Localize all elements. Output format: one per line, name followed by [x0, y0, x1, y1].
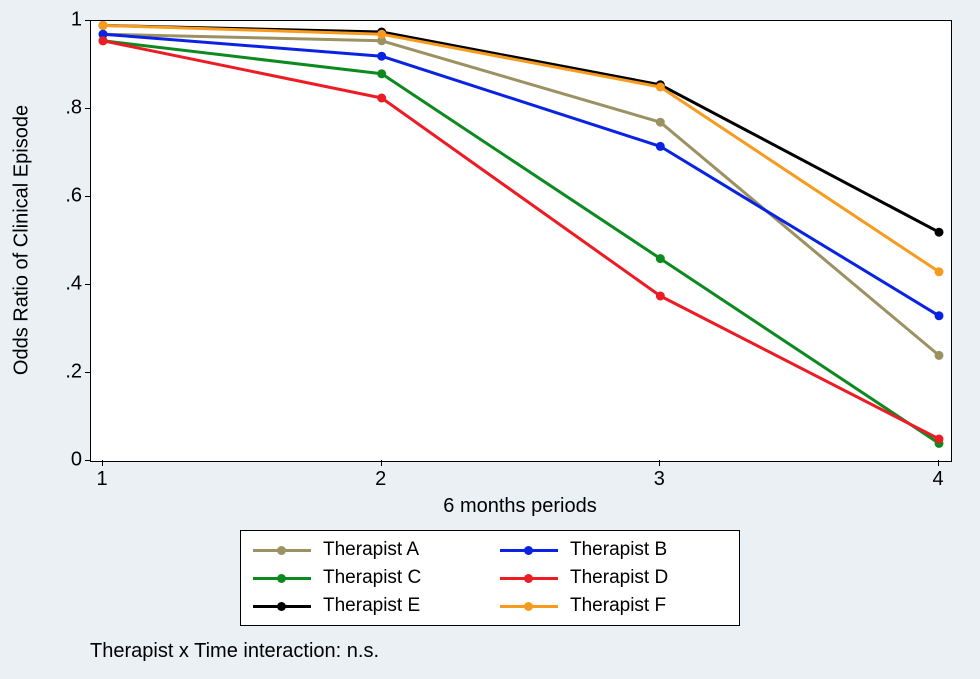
- series-marker: [656, 118, 665, 127]
- series-marker: [935, 311, 944, 320]
- legend-marker: [524, 546, 533, 555]
- y-tick-label: .2: [65, 361, 82, 384]
- y-tick-label: .6: [65, 185, 82, 208]
- x-tick-label: 4: [932, 468, 943, 491]
- series-marker: [377, 30, 386, 39]
- series-marker: [935, 228, 944, 237]
- legend-label: Therapist E: [323, 595, 420, 617]
- x-axis-label: 6 months periods: [443, 495, 596, 518]
- y-tick-mark: [85, 284, 91, 285]
- legend-item: Therapist A: [253, 539, 480, 561]
- plot-area: [90, 20, 952, 462]
- series-line: [103, 34, 939, 355]
- legend-label: Therapist A: [323, 539, 419, 561]
- y-tick-mark: [85, 20, 91, 21]
- legend-item: Therapist B: [500, 539, 727, 561]
- legend-swatch: [253, 571, 311, 585]
- legend-marker: [524, 574, 533, 583]
- y-tick-label: .4: [65, 273, 82, 296]
- legend-swatch: [253, 599, 311, 613]
- series-marker: [656, 142, 665, 151]
- series-marker: [935, 267, 944, 276]
- legend-swatch: [253, 543, 311, 557]
- y-tick-mark: [85, 196, 91, 197]
- legend-label: Therapist F: [570, 595, 666, 617]
- x-tick-mark: [659, 460, 660, 466]
- legend-label: Therapist C: [323, 567, 421, 589]
- legend-marker: [277, 602, 286, 611]
- legend-item: Therapist F: [500, 595, 727, 617]
- legend: Therapist A Therapist B Therapist C Therapi…: [240, 530, 740, 626]
- series-marker: [99, 36, 108, 45]
- series-marker: [656, 254, 665, 263]
- legend-label: Therapist D: [570, 567, 668, 589]
- y-tick-mark: [85, 460, 91, 461]
- x-tick-mark: [102, 460, 103, 466]
- legend-item: Therapist D: [500, 567, 727, 589]
- legend-marker: [277, 546, 286, 555]
- legend-swatch: [500, 571, 558, 585]
- legend-marker: [277, 574, 286, 583]
- series-marker: [656, 292, 665, 301]
- legend-item: Therapist C: [253, 567, 480, 589]
- chart-container: Odds Ratio of Clinical Episode 6 months …: [0, 0, 980, 679]
- legend-swatch: [500, 599, 558, 613]
- series-marker: [656, 83, 665, 92]
- series-marker: [99, 21, 108, 30]
- legend-swatch: [500, 543, 558, 557]
- series-marker: [377, 52, 386, 61]
- series-marker: [377, 69, 386, 78]
- y-tick-mark: [85, 372, 91, 373]
- legend-marker: [524, 602, 533, 611]
- y-axis-label: Odds Ratio of Clinical Episode: [11, 105, 34, 375]
- x-tick-label: 2: [375, 468, 386, 491]
- series-line: [103, 34, 939, 316]
- caption: Therapist x Time interaction: n.s.: [90, 640, 379, 663]
- series-line: [103, 25, 939, 271]
- lines-svg: [91, 21, 951, 461]
- series-marker: [377, 94, 386, 103]
- legend-item: Therapist E: [253, 595, 480, 617]
- legend-label: Therapist B: [570, 539, 667, 561]
- series-marker: [935, 351, 944, 360]
- y-tick-label: 1: [71, 9, 82, 32]
- y-tick-label: .8: [65, 97, 82, 120]
- series-marker: [935, 435, 944, 444]
- x-tick-label: 1: [96, 468, 107, 491]
- x-tick-mark: [938, 460, 939, 466]
- y-tick-mark: [85, 108, 91, 109]
- x-tick-mark: [381, 460, 382, 466]
- y-tick-label: 0: [71, 449, 82, 472]
- legend-grid: Therapist A Therapist B Therapist C Therapi…: [253, 539, 727, 617]
- x-tick-label: 3: [654, 468, 665, 491]
